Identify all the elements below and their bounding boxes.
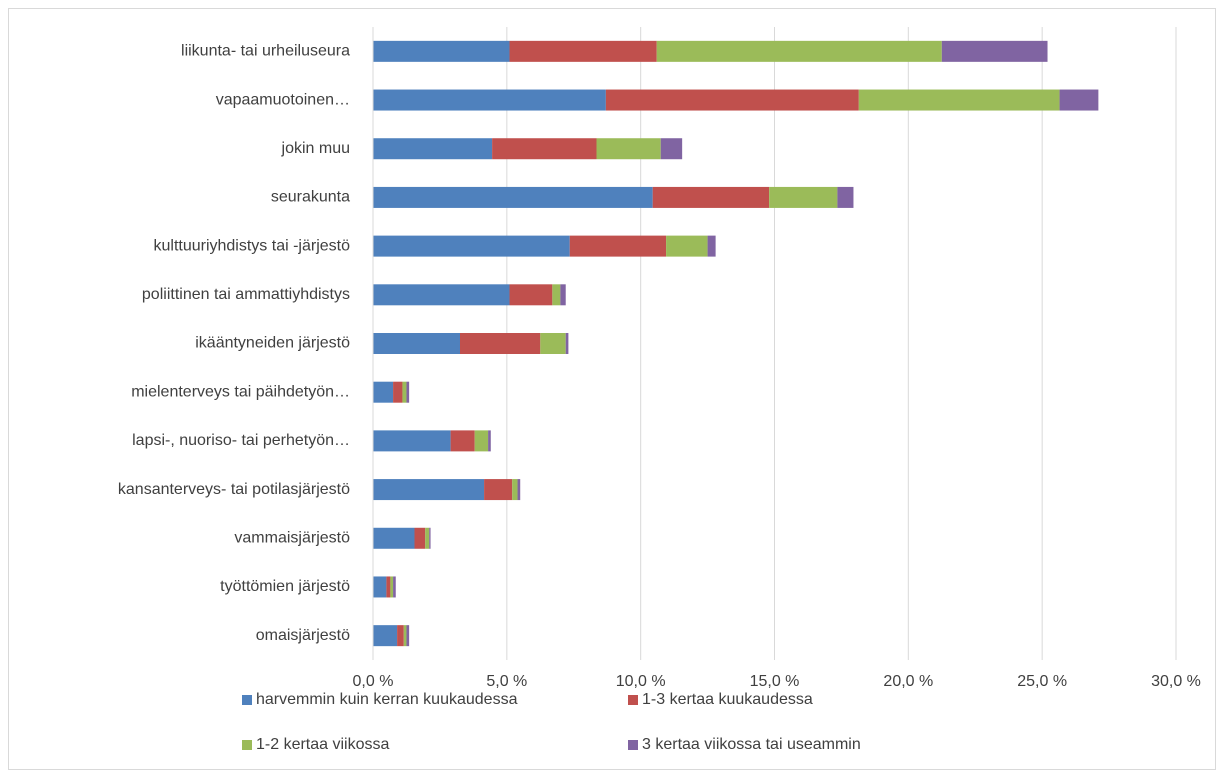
bar-segment bbox=[605, 89, 859, 111]
bar-segment bbox=[373, 430, 451, 452]
bar-segment bbox=[666, 235, 708, 257]
bar-segment bbox=[373, 235, 570, 257]
y-tick-label: kansanterveys- tai potilasjärjestö bbox=[118, 481, 350, 498]
bar-segment bbox=[512, 479, 518, 501]
legend-label: harvemmin kuin kerran kuukaudessa bbox=[256, 691, 518, 708]
bar-segment bbox=[517, 479, 521, 501]
legend-label: 1-2 kertaa viikossa bbox=[256, 736, 389, 753]
bar-segment bbox=[565, 333, 569, 354]
y-tick-label: työttömien järjestö bbox=[220, 578, 350, 595]
bar-segment bbox=[1059, 89, 1099, 111]
bar-segment bbox=[837, 186, 854, 208]
bar-segment bbox=[484, 479, 513, 501]
bar-segment bbox=[393, 576, 396, 598]
bar-segment bbox=[941, 40, 1048, 62]
y-tick-label: seurakunta bbox=[271, 189, 350, 206]
bar-segment bbox=[403, 625, 407, 647]
y-tick-label: lapsi-, nuoriso- tai perhetyön… bbox=[132, 432, 350, 449]
chart-border bbox=[8, 8, 1216, 770]
bar-segment bbox=[429, 527, 431, 549]
y-tick-label: poliittinen tai ammattiyhdistys bbox=[142, 286, 350, 303]
bar-segment bbox=[769, 186, 838, 208]
bar-segment bbox=[652, 186, 770, 208]
bar-segment bbox=[459, 333, 541, 354]
bar-segment bbox=[397, 625, 404, 647]
bar-segment bbox=[552, 284, 561, 306]
bar-segment bbox=[373, 138, 493, 160]
bar-segment bbox=[373, 625, 398, 647]
bar-segment bbox=[488, 430, 491, 452]
x-tick-label: 10,0 % bbox=[616, 673, 666, 690]
legend-swatch bbox=[628, 695, 638, 705]
legend-label: 1-3 kertaa kuukaudessa bbox=[642, 691, 813, 708]
bar-segment bbox=[393, 381, 403, 403]
bar-segment bbox=[386, 576, 391, 598]
bar-segment bbox=[509, 284, 553, 306]
legend-label: 3 kertaa viikossa tai useammin bbox=[642, 736, 861, 753]
bar-segment bbox=[540, 333, 566, 354]
bar-segment bbox=[373, 284, 510, 306]
bar-segment bbox=[492, 138, 597, 160]
y-tick-label: kulttuuriyhdistys tai -järjestö bbox=[153, 237, 350, 254]
bar-segment bbox=[858, 89, 1060, 111]
bar-segment bbox=[560, 284, 566, 306]
y-tick-label: omaisjärjestö bbox=[256, 627, 350, 644]
bar-segment bbox=[406, 625, 410, 647]
legend-swatch bbox=[242, 740, 252, 750]
bar-segment bbox=[373, 186, 653, 208]
x-tick-label: 25,0 % bbox=[1017, 673, 1067, 690]
bar-segment bbox=[373, 40, 510, 62]
bar-segment bbox=[373, 89, 606, 111]
bar-segment bbox=[406, 381, 410, 403]
y-tick-label: ikääntyneiden järjestö bbox=[195, 335, 350, 352]
bar-segment bbox=[596, 138, 661, 160]
bar-segment bbox=[656, 40, 942, 62]
bar-segment bbox=[414, 527, 426, 549]
bar-segment bbox=[425, 527, 430, 549]
legend-swatch bbox=[242, 695, 252, 705]
bar-segment bbox=[450, 430, 475, 452]
y-tick-label: vammaisjärjestö bbox=[234, 529, 350, 546]
y-tick-label: mielenterveys tai päihdetyön… bbox=[131, 383, 350, 400]
bar-segment bbox=[373, 333, 460, 354]
bar-segment bbox=[509, 40, 657, 62]
bar-segment bbox=[707, 235, 716, 257]
legend-swatch bbox=[628, 740, 638, 750]
bar-segment bbox=[373, 576, 387, 598]
x-tick-label: 15,0 % bbox=[750, 673, 800, 690]
x-tick-label: 20,0 % bbox=[883, 673, 933, 690]
y-tick-label: vapaamuotoinen… bbox=[216, 91, 350, 108]
x-tick-label: 0,0 % bbox=[353, 673, 394, 690]
bar-segment bbox=[373, 381, 394, 403]
y-tick-label: liikunta- tai urheiluseura bbox=[181, 43, 350, 60]
x-tick-label: 30,0 % bbox=[1151, 673, 1201, 690]
x-tick-label: 5,0 % bbox=[486, 673, 527, 690]
bar-segment bbox=[474, 430, 489, 452]
bar-segment bbox=[660, 138, 683, 160]
bar-segment bbox=[569, 235, 667, 257]
bar-segment bbox=[390, 576, 394, 598]
bar-segment bbox=[373, 527, 415, 549]
bar-segment bbox=[402, 381, 407, 403]
y-tick-label: jokin muu bbox=[281, 140, 350, 157]
bar-segment bbox=[373, 479, 485, 501]
